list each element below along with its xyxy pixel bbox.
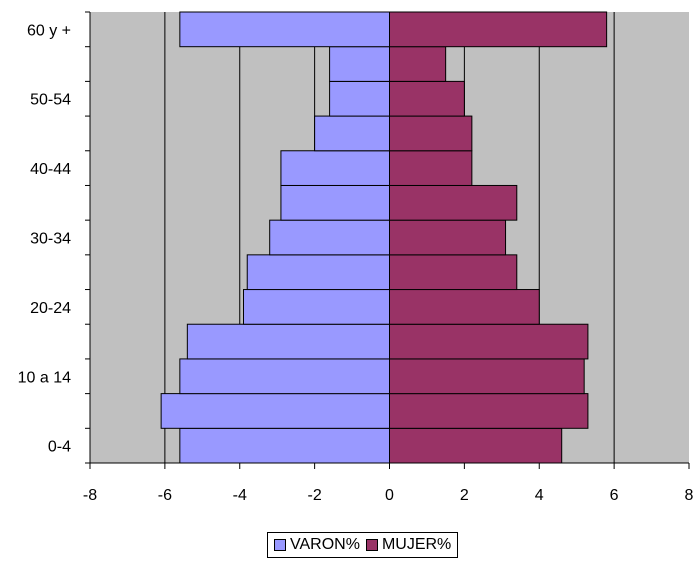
y-tick-label: 10 a 14 <box>18 369 71 386</box>
bars <box>160 11 608 464</box>
y-tick-label: 30-34 <box>30 231 71 248</box>
bar-mujer <box>389 80 465 117</box>
bar-varon <box>246 254 390 291</box>
x-tick-label: -4 <box>233 487 247 504</box>
legend-swatch-mujer <box>365 539 378 551</box>
bar-varon <box>269 219 391 256</box>
x-tick-label: 0 <box>385 487 394 504</box>
x-tick-label: -2 <box>308 487 322 504</box>
y-tick-label: 0-4 <box>48 439 71 456</box>
bar-mujer <box>389 323 589 360</box>
bar-mujer <box>389 254 518 291</box>
legend-swatch-varon <box>274 539 286 551</box>
x-tick-label: 4 <box>535 487 544 504</box>
bar-varon <box>314 115 390 152</box>
bar-varon <box>280 150 390 186</box>
y-tick-labels: 0-4 10 a 14 20-24 30-34 40-44 50-54 60 y + <box>18 22 71 455</box>
axes <box>85 11 690 469</box>
legend-item-varon: VARON% <box>274 536 360 554</box>
bar-varon <box>242 289 390 325</box>
bar-mujer <box>389 46 447 82</box>
bar-mujer <box>389 11 608 48</box>
y-tick-label: 20-24 <box>30 300 71 317</box>
y-tick-label: 40-44 <box>30 161 71 178</box>
bar-mujer <box>389 393 589 429</box>
bar-mujer <box>389 184 518 221</box>
bar-mujer <box>389 289 540 325</box>
x-tick-label: -8 <box>83 487 97 504</box>
bar-varon <box>329 46 391 82</box>
legend-label-varon: VARON% <box>290 536 360 553</box>
x-tick-label: 8 <box>685 487 694 504</box>
bar-varon <box>160 393 390 429</box>
bar-varon <box>329 80 391 117</box>
x-tick-label: -6 <box>158 487 172 504</box>
bar-varon <box>280 184 390 221</box>
bar-varon <box>179 11 390 48</box>
bar-varon <box>186 323 390 360</box>
legend: VARON% MUJER% <box>267 532 459 558</box>
x-tick-label: 2 <box>460 487 469 504</box>
bar-mujer <box>389 358 585 395</box>
bar-mujer <box>389 115 473 152</box>
bar-varon <box>179 427 390 464</box>
x-tick-label: 6 <box>610 487 619 504</box>
bar-mujer <box>389 219 507 256</box>
y-tick-label: 60 y + <box>27 22 71 39</box>
bar-varon <box>179 358 390 395</box>
x-tick-labels: -8 -6 -4 -2 0 2 4 6 8 <box>83 487 694 504</box>
bar-mujer <box>389 427 563 464</box>
y-tick-label: 50-54 <box>30 92 71 109</box>
legend-item-mujer: MUJER% <box>365 536 452 554</box>
bar-mujer <box>389 150 473 186</box>
legend-label-mujer: MUJER% <box>381 536 452 553</box>
